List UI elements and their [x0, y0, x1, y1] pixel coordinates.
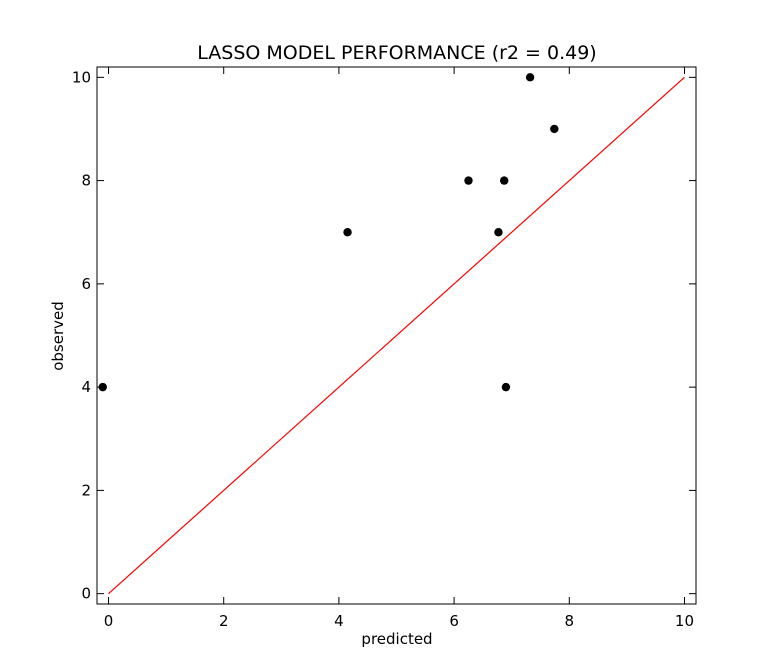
x-tick-label: 2	[219, 612, 229, 630]
data-point	[494, 228, 503, 237]
data-point	[343, 228, 352, 237]
y-tick-label: 2	[81, 481, 91, 499]
data-point	[525, 73, 535, 82]
y-tick-label: 6	[81, 275, 91, 293]
y-tick-label: 0	[81, 585, 91, 603]
chart-title: LASSO MODEL PERFORMANCE (r2 = 0.49)	[197, 42, 596, 64]
data-point	[500, 176, 509, 185]
data-point	[98, 382, 107, 392]
x-tick-label: 4	[334, 612, 344, 630]
x-tick-label: 0	[104, 612, 114, 630]
x-tick-label: 8	[565, 612, 575, 630]
axis-ticks: 0 2 4 6 8 10 0 2 4 6 8 10	[72, 67, 696, 630]
x-tick-label: 6	[449, 612, 459, 630]
y-tick-label: 8	[81, 172, 91, 190]
plot-frame	[96, 66, 697, 605]
y-tick-label: 4	[81, 378, 91, 396]
data-point	[464, 176, 473, 185]
x-tick-label: 10	[675, 612, 694, 630]
data-point	[501, 382, 511, 392]
y-tick-label: 10	[72, 68, 91, 86]
reference-line	[108, 76, 685, 595]
scatter-points	[98, 73, 559, 392]
y-axis-label: observed	[49, 301, 67, 371]
data-point	[550, 124, 559, 134]
x-axis-label: predicted	[361, 630, 432, 648]
reference-line-layer	[108, 76, 685, 595]
